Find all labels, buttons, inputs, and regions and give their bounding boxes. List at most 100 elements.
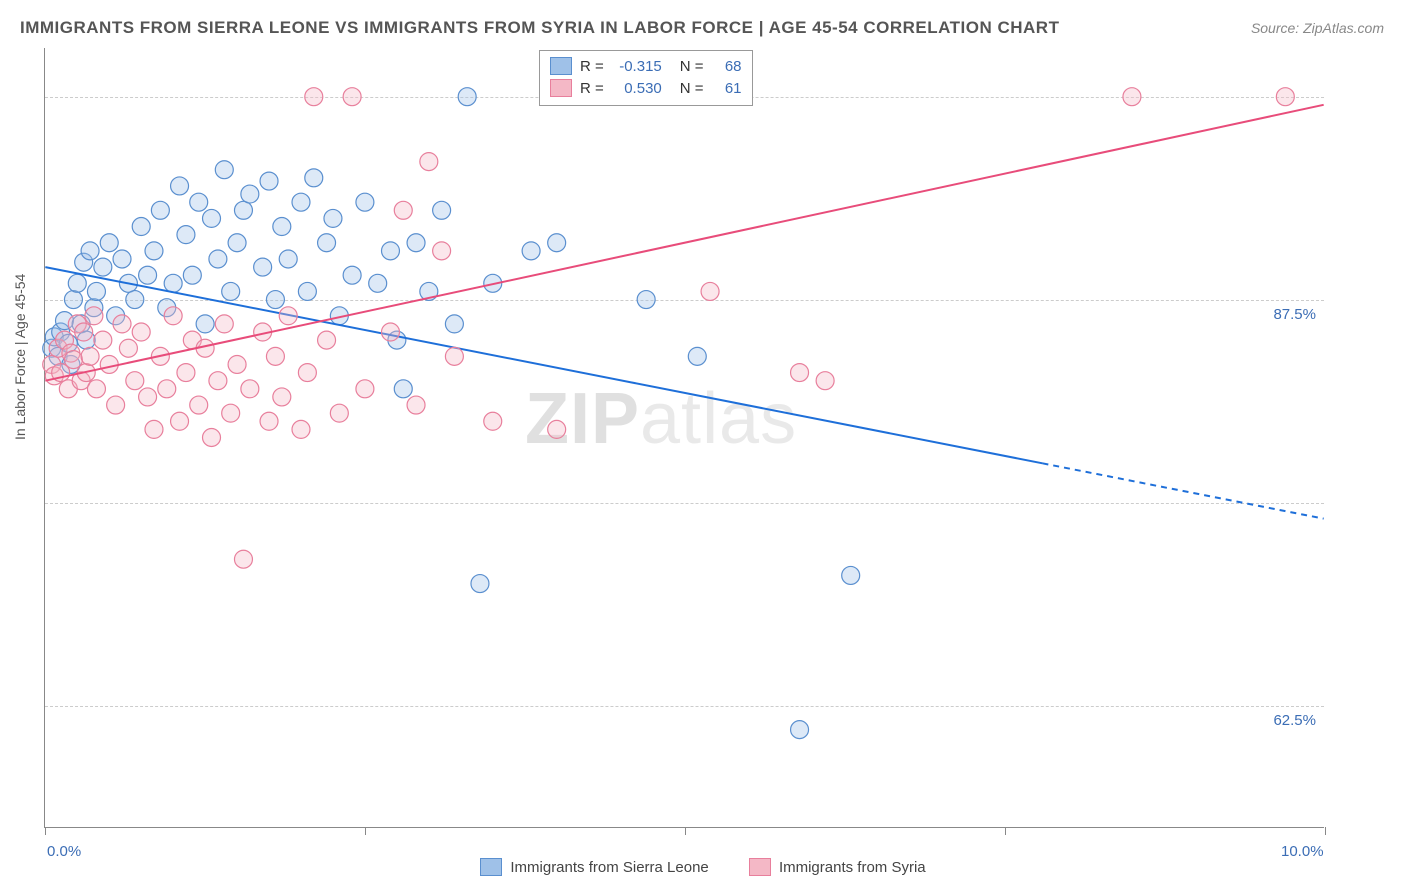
scatter-point — [292, 193, 310, 211]
scatter-point — [394, 201, 412, 219]
scatter-point — [445, 315, 463, 333]
scatter-point — [215, 161, 233, 179]
scatter-point — [190, 396, 208, 414]
scatter-point — [420, 153, 438, 171]
y-tick-label: 62.5% — [1273, 712, 1316, 729]
scatter-point — [75, 323, 93, 341]
scatter-point — [85, 307, 103, 325]
chart-title: IMMIGRANTS FROM SIERRA LEONE VS IMMIGRAN… — [20, 18, 1059, 38]
scatter-point — [132, 218, 150, 236]
scatter-point — [183, 266, 201, 284]
scatter-point — [126, 291, 144, 309]
scatter-point — [1123, 88, 1141, 106]
scatter-point — [81, 242, 99, 260]
scatter-point — [64, 291, 82, 309]
scatter-point — [132, 323, 150, 341]
legend-n-label: N = — [680, 58, 704, 75]
scatter-point — [298, 282, 316, 300]
trend-line — [45, 267, 1042, 463]
legend-correlation-box: R = -0.315 N = 68 R = 0.530 N = 61 — [539, 50, 753, 106]
scatter-point — [145, 420, 163, 438]
scatter-point — [228, 234, 246, 252]
scatter-point — [151, 201, 169, 219]
scatter-point — [113, 250, 131, 268]
scatter-point — [688, 347, 706, 365]
scatter-point — [215, 315, 233, 333]
scatter-point — [273, 388, 291, 406]
scatter-point — [433, 201, 451, 219]
legend-n-value-blue: 68 — [712, 58, 742, 75]
scatter-point — [209, 250, 227, 268]
legend-bottom-swatch-blue — [480, 858, 502, 876]
scatter-point — [369, 274, 387, 292]
legend-bottom: Immigrants from Sierra Leone Immigrants … — [0, 858, 1406, 880]
scatter-point — [68, 274, 86, 292]
legend-row-blue: R = -0.315 N = 68 — [550, 55, 742, 77]
scatter-point — [445, 347, 463, 365]
y-tick-label: 87.5% — [1273, 306, 1316, 323]
scatter-point — [343, 266, 361, 284]
plot-svg — [45, 48, 1324, 827]
scatter-point — [171, 412, 189, 430]
scatter-point — [791, 721, 809, 739]
scatter-point — [842, 566, 860, 584]
scatter-point — [222, 404, 240, 422]
scatter-point — [260, 172, 278, 190]
scatter-point — [177, 364, 195, 382]
legend-row-pink: R = 0.530 N = 61 — [550, 77, 742, 99]
scatter-point — [203, 429, 221, 447]
scatter-point — [273, 218, 291, 236]
scatter-point — [113, 315, 131, 333]
scatter-point — [209, 372, 227, 390]
legend-n-value-pink: 61 — [712, 80, 742, 97]
scatter-point — [816, 372, 834, 390]
scatter-point — [458, 88, 476, 106]
scatter-point — [139, 266, 157, 284]
scatter-point — [145, 242, 163, 260]
scatter-point — [241, 380, 259, 398]
scatter-point — [324, 209, 342, 227]
legend-bottom-swatch-pink — [749, 858, 771, 876]
scatter-point — [279, 250, 297, 268]
scatter-point — [330, 404, 348, 422]
legend-bottom-label-blue: Immigrants from Sierra Leone — [510, 859, 708, 876]
scatter-point — [298, 364, 316, 382]
legend-r-value-pink: 0.530 — [612, 80, 662, 97]
scatter-point — [791, 364, 809, 382]
scatter-point — [164, 274, 182, 292]
legend-bottom-label-pink: Immigrants from Syria — [779, 859, 926, 876]
legend-bottom-item-pink: Immigrants from Syria — [749, 858, 926, 876]
scatter-point — [164, 307, 182, 325]
legend-swatch-blue — [550, 57, 572, 75]
scatter-point — [254, 258, 272, 276]
scatter-point — [471, 575, 489, 593]
scatter-point — [522, 242, 540, 260]
scatter-point — [158, 380, 176, 398]
y-axis-label: In Labor Force | Age 45-54 — [12, 274, 28, 440]
scatter-point — [228, 355, 246, 373]
scatter-point — [196, 315, 214, 333]
scatter-point — [292, 420, 310, 438]
legend-r-label: R = — [580, 58, 604, 75]
scatter-point — [119, 339, 137, 357]
scatter-point — [81, 347, 99, 365]
scatter-point — [234, 201, 252, 219]
scatter-point — [100, 234, 118, 252]
scatter-point — [87, 282, 105, 300]
correlation-chart: IMMIGRANTS FROM SIERRA LEONE VS IMMIGRAN… — [0, 0, 1406, 892]
scatter-point — [177, 226, 195, 244]
scatter-point — [318, 234, 336, 252]
scatter-point — [484, 412, 502, 430]
scatter-point — [266, 347, 284, 365]
scatter-point — [139, 388, 157, 406]
legend-swatch-pink — [550, 79, 572, 97]
scatter-point — [394, 380, 412, 398]
legend-r-value-blue: -0.315 — [612, 58, 662, 75]
scatter-point — [107, 396, 125, 414]
scatter-point — [203, 209, 221, 227]
scatter-point — [279, 307, 297, 325]
scatter-point — [701, 282, 719, 300]
scatter-point — [548, 420, 566, 438]
scatter-point — [318, 331, 336, 349]
scatter-point — [126, 372, 144, 390]
